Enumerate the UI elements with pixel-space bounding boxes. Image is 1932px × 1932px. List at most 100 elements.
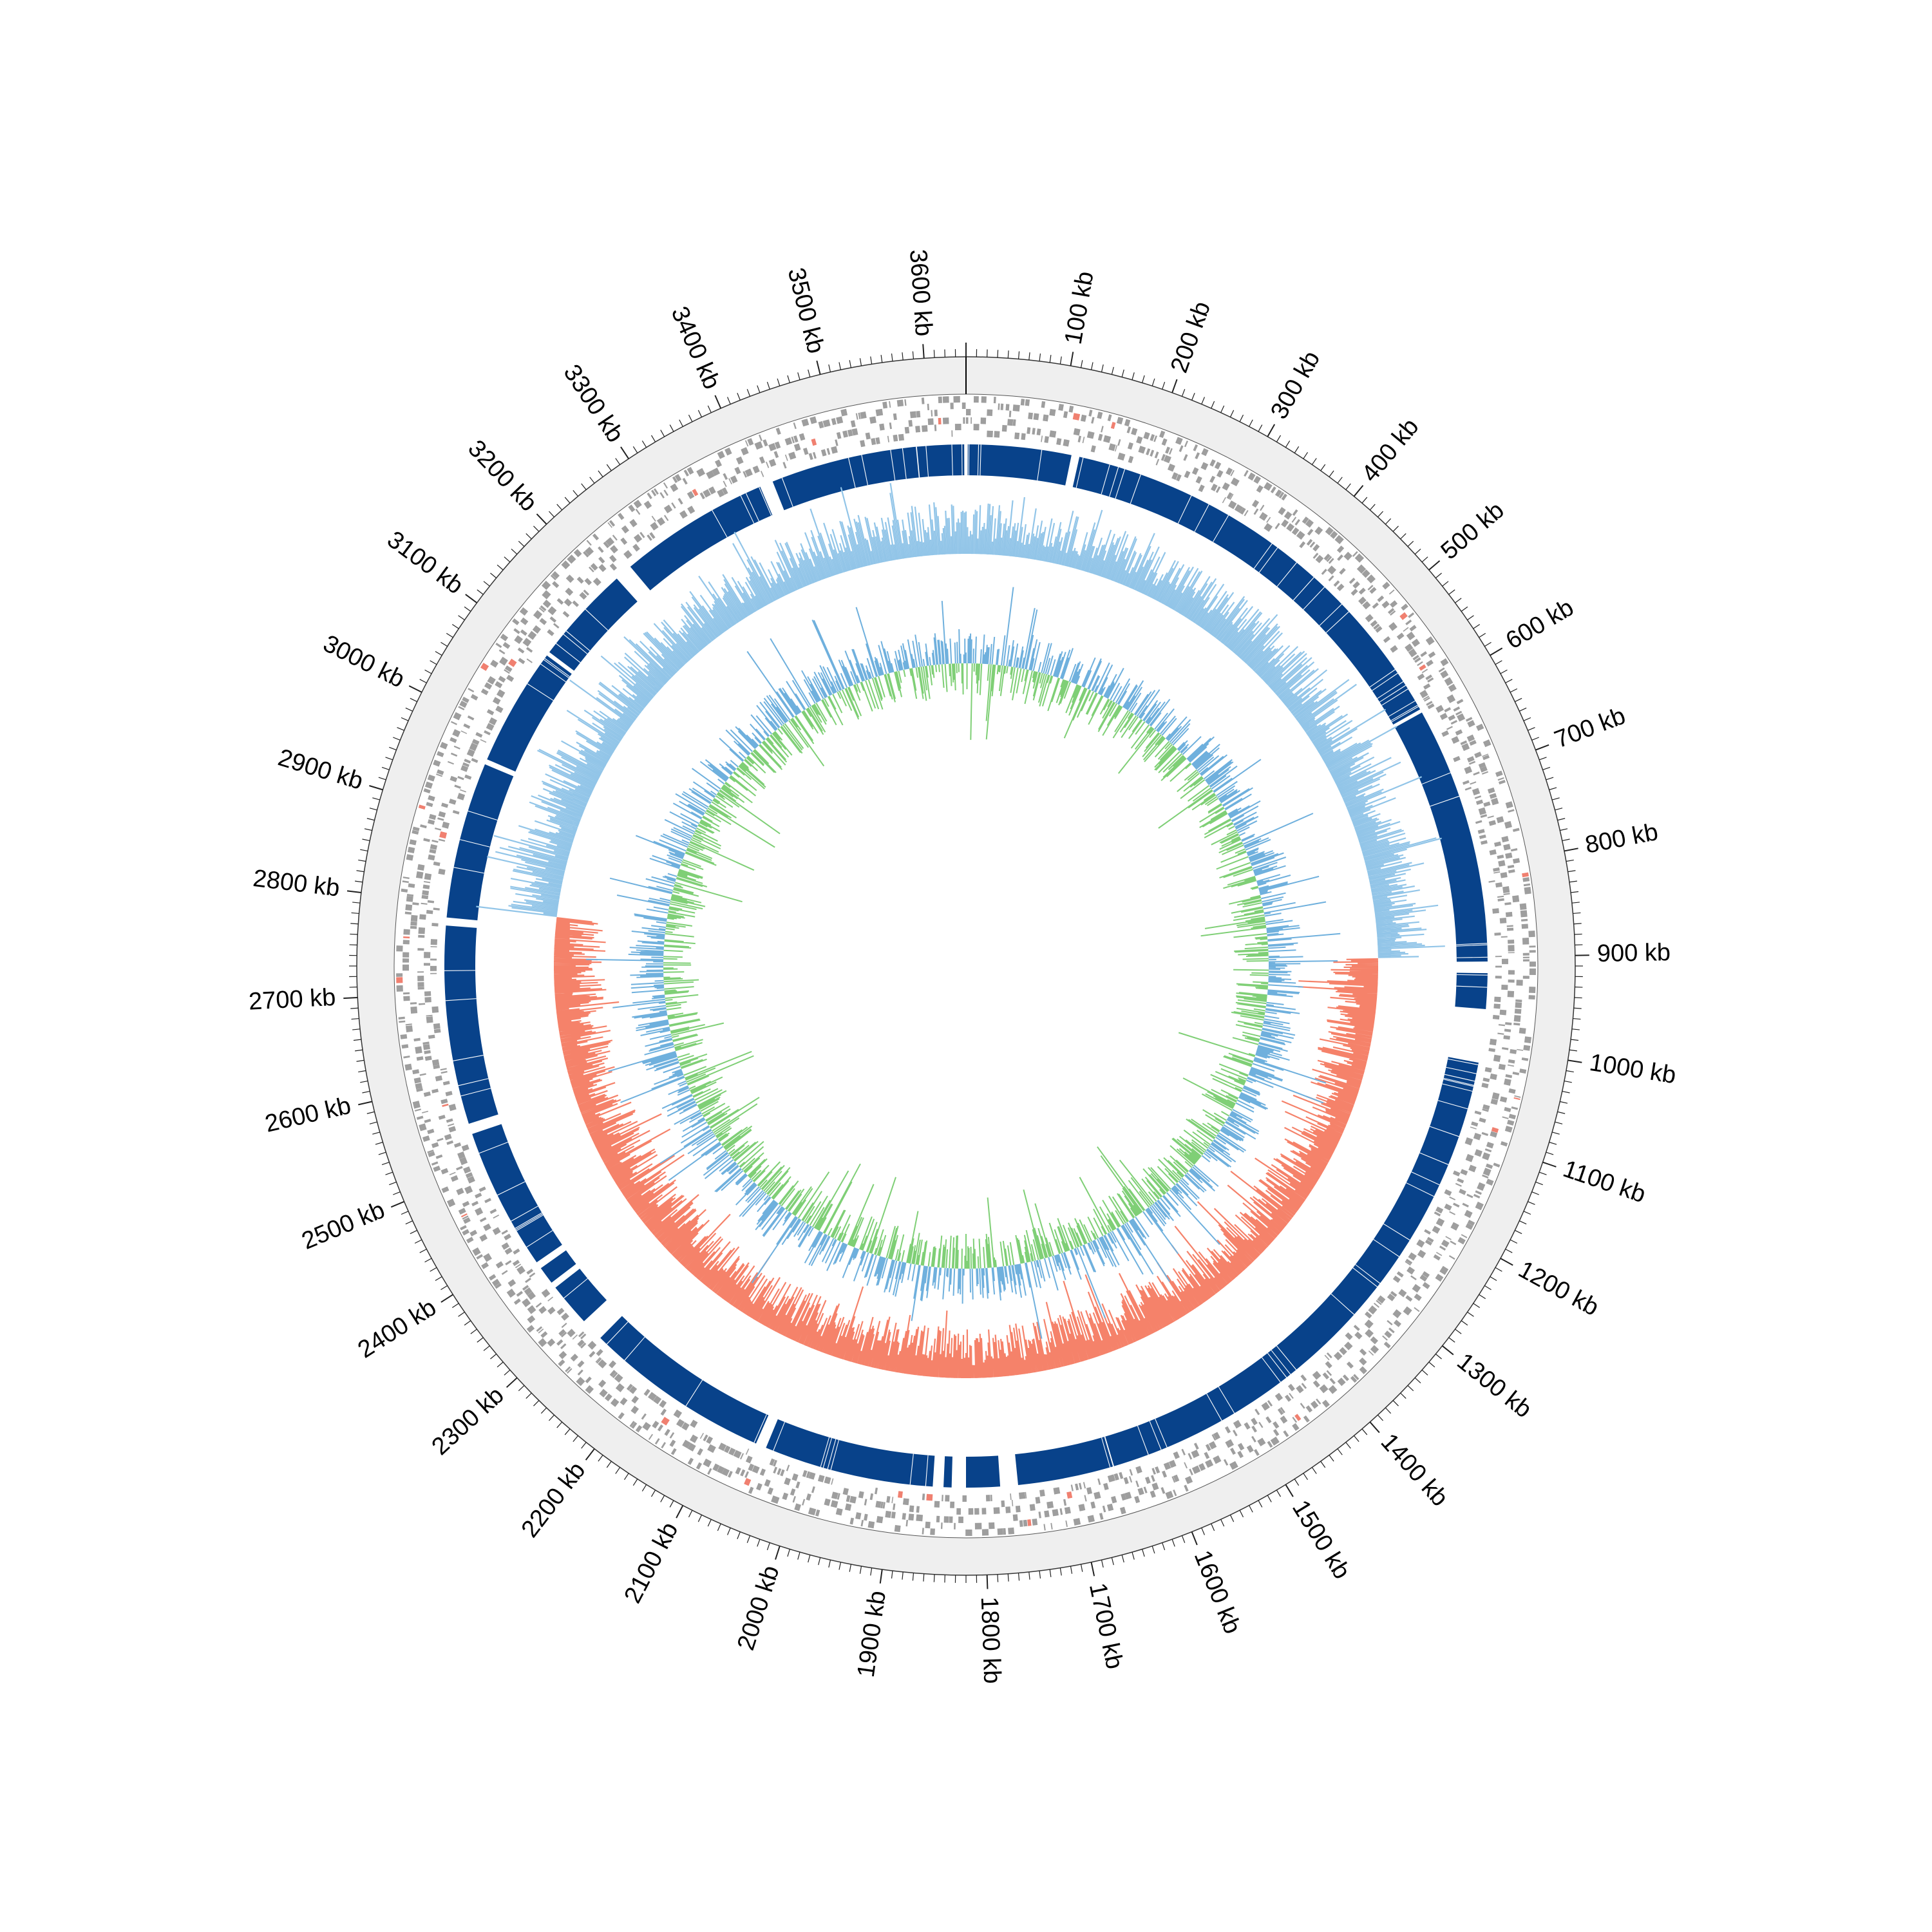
feature-forward-gene [458, 706, 465, 711]
feature-forward-gene [1337, 1378, 1346, 1387]
feature-reverse-gene [442, 1081, 450, 1086]
feature-reverse-gene [1277, 1408, 1284, 1416]
feature-reverse-gene [1396, 632, 1405, 640]
feature-forward-gene [791, 436, 795, 444]
feature-forward-gene [1184, 440, 1189, 448]
feature-forward-gene [1528, 995, 1535, 1000]
feature-reverse-gene [1466, 756, 1475, 762]
feature-reverse-gene [728, 478, 732, 485]
minor-tick [1546, 1151, 1554, 1155]
feature-reverse-gene [1505, 1022, 1512, 1026]
feature-forward-gene [1160, 1487, 1166, 1494]
minor-tick [1523, 1211, 1531, 1215]
feature-forward-gene [610, 1398, 620, 1407]
feature-reverse-gene [1421, 668, 1428, 674]
minor-tick [717, 1523, 721, 1531]
feature-forward-gene [410, 914, 418, 922]
sequence-block-slit [516, 1215, 544, 1231]
feature-forward-gene [799, 433, 806, 441]
feature-forward-gene [687, 467, 694, 475]
feature-forward-gene [1171, 1476, 1176, 1483]
feature-reverse-gene [875, 437, 880, 444]
feature-reverse-gene [1326, 1370, 1332, 1376]
feature-forward-gene [1110, 422, 1116, 430]
feature-forward-gene [1367, 574, 1376, 583]
feature-forward-gene [1025, 399, 1030, 406]
feature-reverse-gene [1232, 1430, 1238, 1437]
feature-forward-gene [735, 456, 744, 465]
feature-forward-gene [703, 1458, 712, 1468]
minor-tick [464, 606, 471, 612]
feature-forward-gene [1450, 1240, 1457, 1245]
feature-reverse-gene [1154, 451, 1159, 459]
minor-tick [1111, 1557, 1114, 1566]
feature-reverse-gene [1010, 1493, 1012, 1501]
feature-reverse-gene [1117, 439, 1121, 446]
sequence-block-slit [1444, 1074, 1475, 1082]
feature-reverse-gene [966, 417, 969, 424]
feature-forward-gene [1508, 1059, 1515, 1064]
feature-forward-gene [1201, 448, 1209, 457]
sequence-block-slit [1456, 943, 1488, 945]
feature-reverse-gene [1108, 443, 1116, 451]
feature-forward-gene [399, 1020, 406, 1023]
feature-reverse-gene [428, 1034, 435, 1039]
minor-tick [389, 746, 397, 751]
feature-forward-gene [1367, 585, 1374, 591]
feature-forward-gene [1106, 1503, 1114, 1511]
feature-reverse-gene [690, 1434, 698, 1443]
feature-forward-gene [1414, 1307, 1420, 1312]
feature-reverse-gene [744, 468, 753, 477]
feature-forward-gene [1033, 413, 1039, 421]
feature-forward-gene [1161, 438, 1168, 446]
minor-tick [1569, 880, 1577, 883]
feature-forward-gene [419, 1073, 426, 1076]
minor-tick [355, 880, 363, 883]
feature-reverse-gene [717, 489, 725, 498]
feature-forward-gene [404, 911, 412, 915]
minor-tick [401, 717, 409, 721]
sequence-block-slit [1443, 1077, 1474, 1086]
feature-reverse-gene [817, 1474, 825, 1482]
minor-tick [549, 1414, 554, 1421]
minor-tick [1549, 787, 1557, 790]
feature-reverse-gene [1280, 1406, 1285, 1414]
feature-forward-gene [850, 420, 856, 428]
feature-reverse-gene [1113, 1473, 1119, 1481]
minor-tick [353, 1039, 361, 1041]
feature-forward-gene [1270, 486, 1276, 494]
tick-label: 2800 kb [252, 865, 341, 902]
gc-content-below-trace [553, 917, 1379, 1379]
feature-forward-gene [560, 1343, 567, 1350]
feature-reverse-gene [1372, 602, 1379, 609]
minor-tick [737, 1531, 741, 1539]
feature-reverse-gene [1474, 1110, 1482, 1115]
feature-reverse-gene [442, 1103, 449, 1107]
tick-label: 1400 kb [1376, 1428, 1454, 1511]
feature-forward-gene [840, 408, 848, 417]
minor-tick [490, 1354, 497, 1359]
feature-reverse-gene [879, 423, 885, 431]
feature-reverse-gene [1056, 438, 1062, 446]
feature-reverse-gene [926, 1493, 933, 1501]
sequence-block-slit [712, 510, 728, 538]
feature-forward-gene [502, 641, 511, 649]
feature-reverse-gene [517, 647, 525, 654]
feature-reverse-gene [1408, 648, 1417, 658]
feature-reverse-gene [1323, 553, 1331, 561]
major-tick [585, 1448, 595, 1461]
feature-reverse-gene [438, 811, 446, 818]
tick-label: 3100 kb [382, 526, 468, 600]
feature-forward-gene [1088, 410, 1093, 417]
minor-tick [556, 1421, 563, 1428]
feature-forward-gene [1257, 1437, 1266, 1446]
feature-reverse-gene [1151, 1475, 1155, 1482]
feature-reverse-gene [417, 981, 424, 987]
feature-forward-gene [1184, 1484, 1189, 1492]
feature-reverse-gene [1475, 820, 1482, 824]
sequence-block-slit [1406, 1182, 1434, 1197]
feature-reverse-gene [1135, 1480, 1139, 1488]
major-tick [1441, 1345, 1454, 1356]
feature-forward-gene [1012, 1514, 1018, 1521]
feature-forward-gene [1508, 869, 1515, 873]
